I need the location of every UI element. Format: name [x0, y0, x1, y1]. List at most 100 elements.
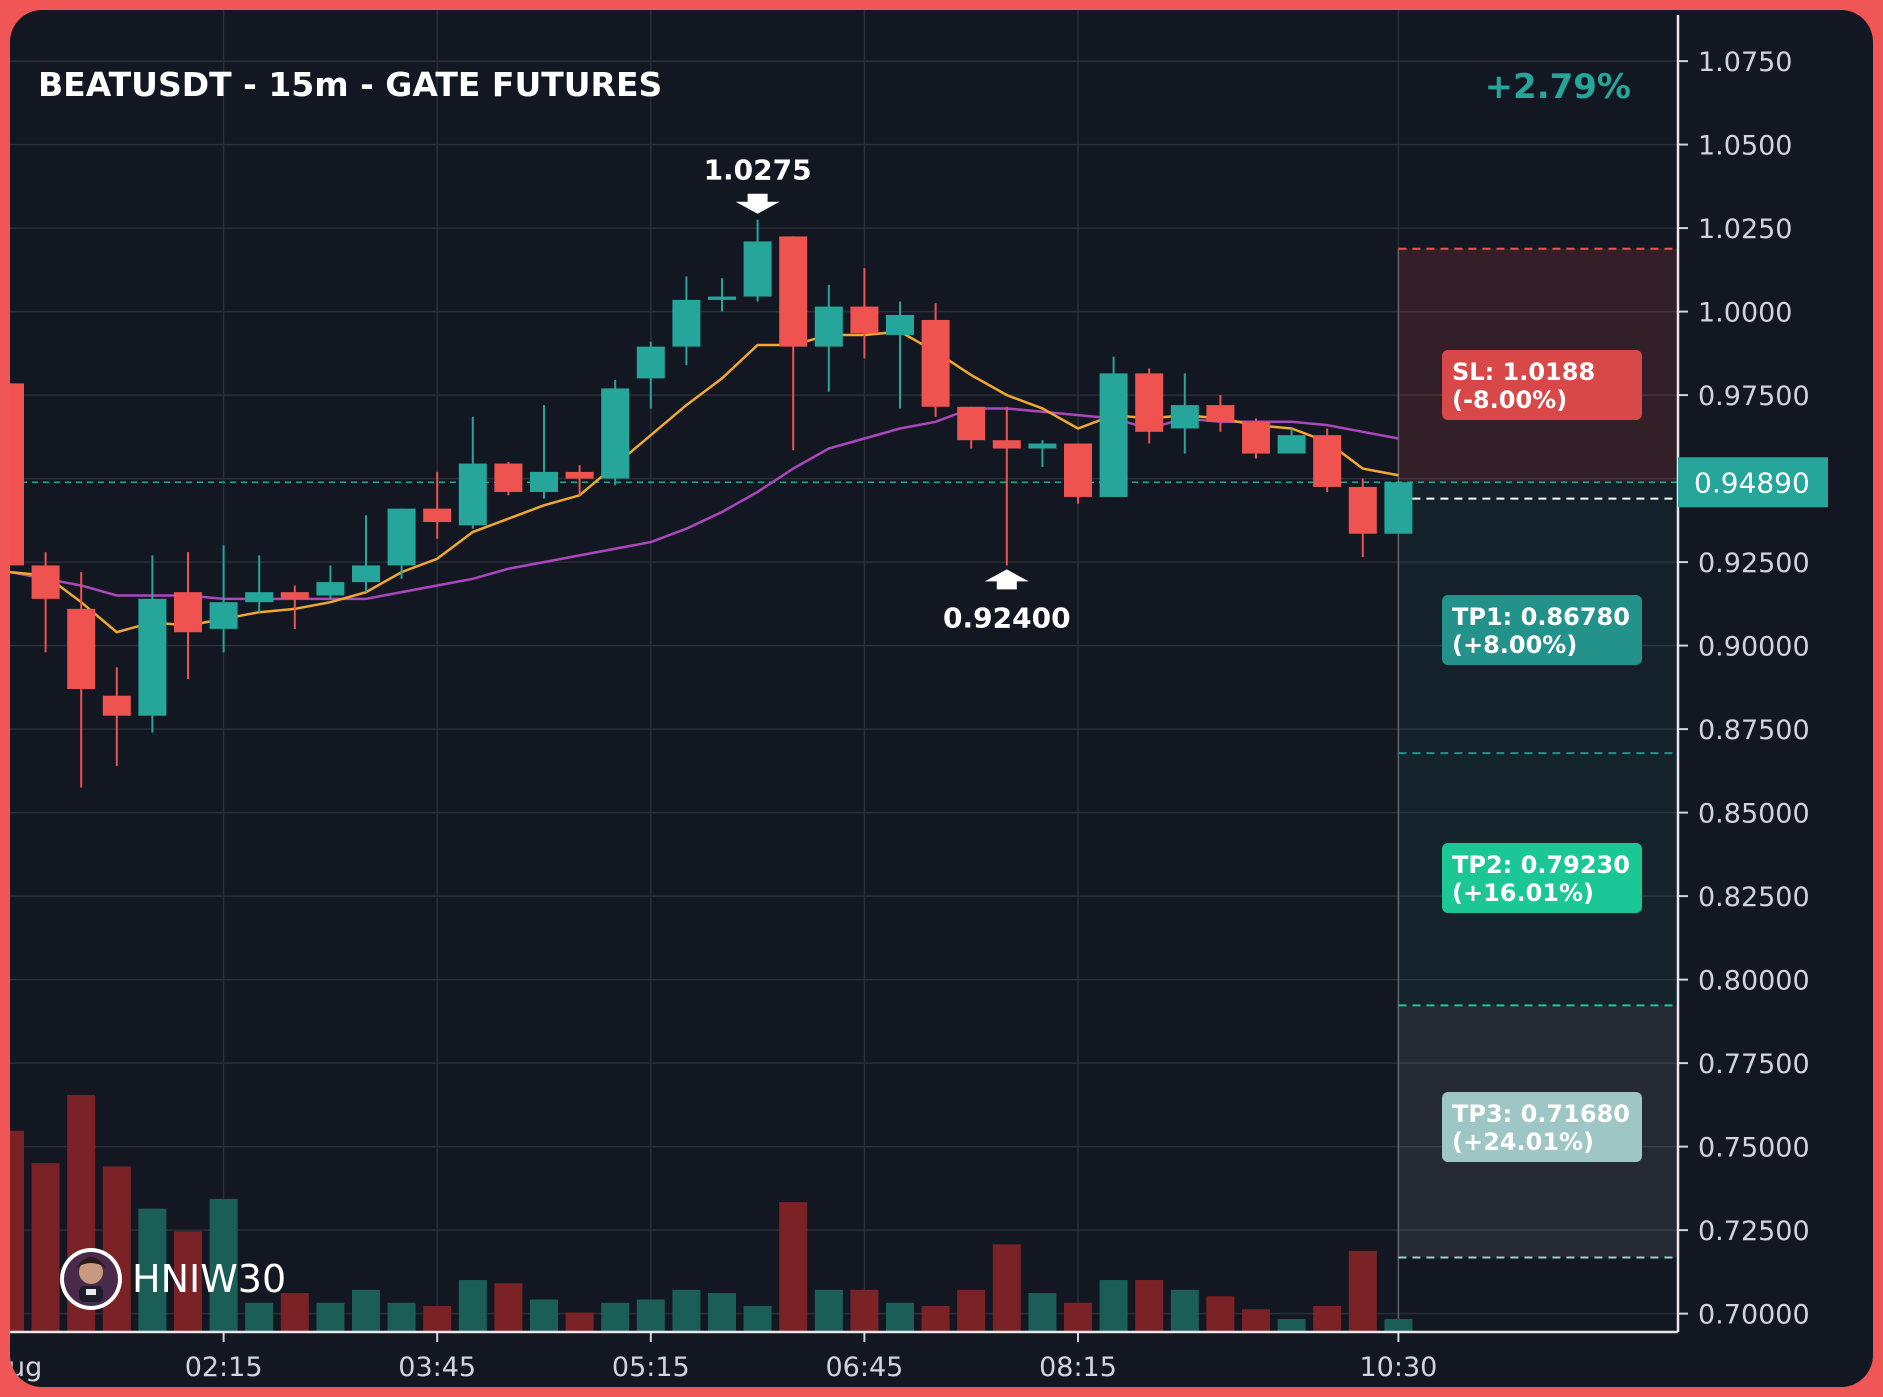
volume-bar: [814, 1289, 843, 1332]
volume-bar: [458, 1280, 487, 1332]
sl-label-box-percent: (-8.00%): [1452, 386, 1567, 414]
grid-layer: [10, 10, 1678, 1332]
low-label: 0.92400: [943, 601, 1071, 634]
volume-bar: [992, 1244, 1021, 1332]
candle-body: [423, 508, 452, 523]
volume-bar: [387, 1302, 416, 1332]
candle-body: [352, 565, 380, 583]
x-tick-label: 02:15: [185, 1352, 263, 1383]
high-arrow-icon: [735, 193, 780, 214]
candle-body: [565, 471, 594, 479]
candle-body: [209, 602, 238, 629]
volume-bar: [530, 1299, 558, 1332]
sl-label-box-price: SL: 1.0188: [1452, 358, 1595, 386]
y-tick-label: 0.72500: [1698, 1216, 1810, 1247]
tp1-label-box-bg: [1442, 595, 1642, 665]
volume-bar: [209, 1198, 238, 1332]
high-label: 1.0275: [704, 154, 812, 187]
candle-body: [1135, 373, 1164, 432]
volume-bar: [921, 1306, 950, 1332]
candle-body: [1099, 373, 1128, 497]
sl-label-box-bg: [1442, 350, 1642, 420]
tp2-label-box-percent: (+16.01%): [1452, 879, 1594, 907]
candle-body: [10, 383, 24, 566]
tp3-label-box-price: TP3: 0.71680: [1452, 1100, 1630, 1128]
candle-body: [245, 592, 274, 603]
candle-body: [1242, 421, 1270, 454]
y-tick-label: 0.92500: [1698, 548, 1810, 579]
y-tick-label: 1.0000: [1698, 298, 1792, 329]
chart-title: BEATUSDT - 15m - GATE FUTURES: [38, 65, 662, 104]
chart-frame: SL: 1.0188 (-8.00%) TP1: 0.86780 (+8.00%) TP…: [10, 10, 1873, 1387]
volume-bar: [1313, 1306, 1342, 1332]
low-arrow-icon: [984, 569, 1029, 590]
volume-bar: [601, 1302, 630, 1332]
volume-bar: [423, 1306, 452, 1332]
candle-body: [850, 306, 879, 334]
volume-bar: [957, 1289, 986, 1332]
y-tick-label: 0.70000: [1698, 1300, 1810, 1331]
candle-body: [387, 508, 416, 566]
volume-bar: [245, 1302, 274, 1332]
candle-body: [814, 306, 843, 347]
volume-bar: [1028, 1293, 1057, 1332]
tp3-label-box-bg: [1442, 1092, 1642, 1162]
candle-body: [280, 592, 309, 599]
candle-body: [102, 695, 131, 716]
x-tick-label: ug: [10, 1352, 42, 1383]
tp1-label-box-price: TP1: 0.86780: [1452, 603, 1630, 631]
candle-body: [67, 608, 96, 690]
y-tick-label: 0.97500: [1698, 381, 1810, 412]
last-price-tag-label: 0.94890: [1694, 466, 1810, 499]
watermark-name: HNIW30: [132, 1257, 286, 1301]
ma-slow-line: [10, 407, 1399, 601]
y-tick-label: 0.85000: [1698, 799, 1810, 830]
volume-bar: [1242, 1309, 1270, 1332]
tp2-label-box-bg: [1442, 843, 1642, 913]
candle-body: [1348, 486, 1377, 534]
candle-body: [1064, 443, 1092, 497]
volume-bar: [779, 1202, 808, 1332]
candle-body: [1170, 405, 1199, 429]
volume-bar: [1277, 1319, 1306, 1332]
volume-bar: [672, 1289, 701, 1332]
candle-body: [886, 314, 914, 335]
candlestick-chart[interactable]: SL: 1.0188(-8.00%)TP1: 0.86780(+8.00%)TP…: [10, 10, 1873, 1387]
candle-body: [601, 388, 630, 479]
x-tick-label: 03:45: [398, 1352, 476, 1383]
volume-bar: [886, 1302, 914, 1332]
y-tick-label: 0.75000: [1698, 1133, 1810, 1164]
sl-label-box: SL: 1.0188(-8.00%): [1442, 350, 1642, 420]
volume-bar: [352, 1289, 380, 1332]
volume-bar: [743, 1306, 772, 1332]
volume-bar: [280, 1293, 309, 1332]
candles-layer: [10, 219, 1413, 788]
last-price-tag: 0.94890: [1678, 457, 1828, 508]
y-tick-label: 0.87500: [1698, 715, 1810, 746]
candle-body: [138, 598, 167, 716]
moving-averages-layer: [10, 330, 1399, 634]
volume-bar: [1170, 1289, 1199, 1332]
volume-bar: [494, 1283, 523, 1332]
watermark: HNIW30: [60, 1248, 286, 1310]
candle-body: [458, 463, 487, 526]
y-tick-label: 1.0750: [1698, 47, 1792, 78]
candle-body: [530, 471, 558, 492]
volume-bar: [31, 1163, 60, 1332]
volume-bar: [316, 1302, 345, 1332]
last-price-tag-bg: [1678, 457, 1828, 508]
volume-bar: [708, 1293, 736, 1332]
candle-body: [672, 299, 701, 347]
ma-fast-line: [10, 330, 1399, 634]
volume-bar: [174, 1231, 202, 1332]
volume-bar: [10, 1130, 24, 1332]
candle-body: [316, 582, 345, 596]
tp1-label-box: TP1: 0.86780(+8.00%): [1442, 595, 1642, 665]
avatar-icon: [60, 1248, 122, 1310]
x-tick-label: 08:15: [1039, 1352, 1117, 1383]
x-tick-label: 06:45: [825, 1352, 903, 1383]
candle-body: [174, 592, 202, 633]
tp2-label-box: TP2: 0.79230(+16.01%): [1442, 843, 1642, 913]
x-tick-label: 05:15: [612, 1352, 690, 1383]
volume-bar: [1348, 1250, 1377, 1332]
